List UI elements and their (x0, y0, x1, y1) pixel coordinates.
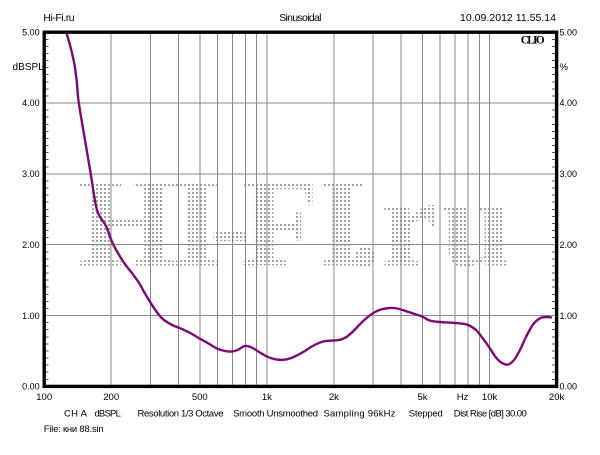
svg-text:%: % (560, 62, 569, 73)
svg-text:Sampling 96kHz: Sampling 96kHz (324, 408, 396, 419)
svg-text:CLIO: CLIO (521, 35, 545, 47)
svg-text:Sinusoidal: Sinusoidal (279, 12, 321, 24)
svg-text:4.00: 4.00 (22, 98, 40, 108)
svg-text:0.00: 0.00 (560, 382, 578, 392)
svg-text:2.00: 2.00 (22, 240, 40, 250)
svg-text:Hz: Hz (457, 392, 469, 403)
svg-text:Hi-Fi.ru: Hi-Fi.ru (43, 12, 74, 24)
svg-text:5.00: 5.00 (560, 27, 578, 37)
svg-text:100: 100 (36, 392, 52, 403)
svg-text:dBSPL: dBSPL (94, 408, 121, 419)
svg-text:Stepped: Stepped (409, 408, 443, 419)
svg-text:3.00: 3.00 (560, 169, 578, 179)
svg-text:200: 200 (103, 392, 119, 403)
svg-text:2k: 2k (329, 392, 339, 403)
svg-text:4.00: 4.00 (560, 98, 578, 108)
svg-text:10.09.2012 11.55.14: 10.09.2012 11.55.14 (460, 12, 556, 24)
svg-text:dBSPL: dBSPL (13, 62, 45, 73)
svg-text:3.00: 3.00 (22, 169, 40, 179)
svg-text:File: кни 88.sin: File: кни 88.sin (44, 424, 104, 435)
svg-text:1.00: 1.00 (22, 311, 40, 321)
svg-text:10k: 10k (482, 392, 498, 403)
svg-text:Smooth Unsmoothed: Smooth Unsmoothed (233, 408, 318, 419)
svg-text:0.00: 0.00 (22, 382, 40, 392)
svg-text:5k: 5k (417, 392, 427, 403)
svg-text:5.00: 5.00 (22, 27, 40, 37)
svg-text:2.00: 2.00 (560, 240, 578, 250)
svg-text:HI-FI.ru: HI-FI.ru (78, 154, 512, 294)
svg-text:20k: 20k (549, 392, 565, 403)
svg-text:CH A: CH A (64, 408, 88, 419)
svg-text:1.00: 1.00 (560, 311, 578, 321)
svg-text:1k: 1k (262, 392, 272, 403)
svg-text:500: 500 (192, 392, 208, 403)
svg-text:Resolution 1/3 Octave: Resolution 1/3 Octave (138, 408, 224, 419)
svg-text:Dist Rise [dB] 30.00: Dist Rise [dB] 30.00 (454, 408, 527, 419)
